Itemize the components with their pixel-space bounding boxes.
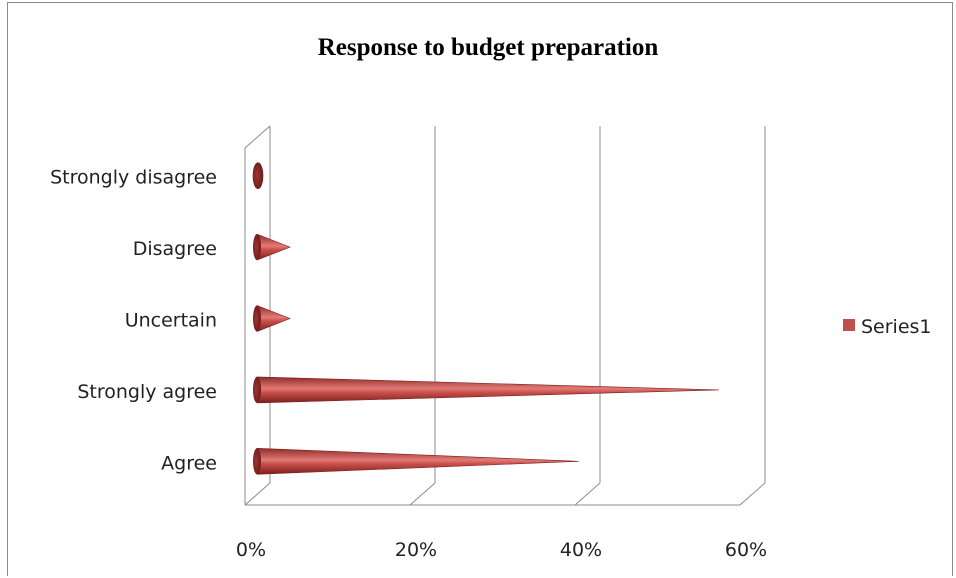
bar-cone-base [253, 448, 261, 475]
bar-cone-base [252, 162, 264, 189]
bar [253, 376, 720, 404]
grid [244, 125, 766, 506]
left-wall-top-edge [244, 125, 271, 149]
bar [253, 305, 291, 332]
bar-cone-base [253, 234, 261, 261]
x-axis-labels: 0% 20% 40% 60% [236, 539, 767, 561]
legend-label: Series1 [861, 316, 932, 338]
bar-cone [256, 305, 291, 332]
bar [253, 447, 579, 475]
bar-cone [256, 233, 291, 261]
y-tick-label: Disagree [133, 238, 217, 260]
chart-title: Response to budget preparation [318, 34, 659, 61]
y-tick-label: Strongly disagree [50, 167, 217, 189]
bars [252, 162, 720, 475]
bar [252, 162, 264, 189]
y-tick-label: Uncertain [125, 310, 217, 332]
legend: Series1 [843, 316, 932, 338]
floor-gridline [739, 482, 766, 506]
x-tick-label: 0% [236, 539, 266, 561]
floor-gridline [574, 482, 601, 506]
floor-gridline [244, 482, 271, 506]
bar [253, 233, 291, 261]
y-axis-labels: Agree Strongly agree Uncertain Disagree Stro… [50, 167, 217, 475]
x-tick-label: 40% [560, 539, 602, 561]
bar-cone-base [253, 376, 261, 403]
y-tick-label: Strongly agree [77, 381, 217, 403]
bar-cone [256, 447, 579, 475]
x-tick-label: 20% [395, 539, 437, 561]
bar-cone-base [253, 305, 261, 332]
bar-cone [256, 376, 720, 404]
chart-frame [7, 2, 953, 576]
legend-swatch [843, 319, 855, 331]
y-tick-label: Agree [161, 452, 217, 474]
floor-gridline [409, 482, 436, 506]
x-tick-label: 60% [725, 539, 767, 561]
